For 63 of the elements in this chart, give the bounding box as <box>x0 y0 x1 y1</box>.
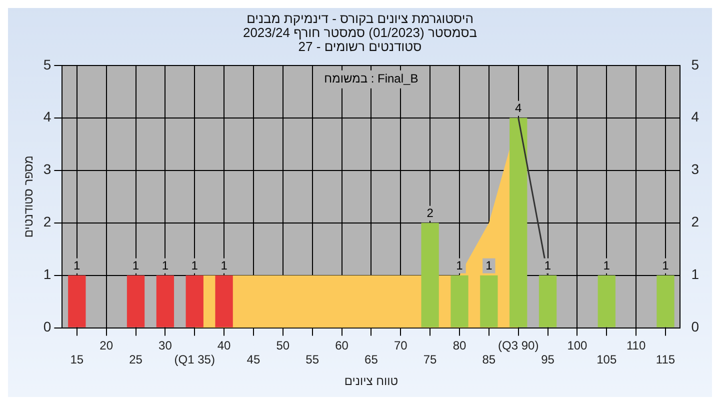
x-tick-label: 15 <box>70 352 84 367</box>
x-tick-label: 50 <box>276 338 290 352</box>
bar <box>480 275 498 328</box>
bar <box>126 275 145 328</box>
bar <box>68 275 86 328</box>
y2-tick-label: 3 <box>691 161 700 178</box>
bar <box>215 275 233 328</box>
bar <box>538 275 557 328</box>
data-label: 2 <box>426 206 434 220</box>
x-tick-label: 85 <box>482 352 496 367</box>
data-label: 1 <box>132 258 140 273</box>
bar <box>186 275 204 328</box>
y2-tick-label: 4 <box>691 108 700 125</box>
y2-tick-label: 0 <box>691 318 700 335</box>
y2-tick-label: 5 <box>691 56 700 72</box>
chart-title: היסטוגרמת ציונים בקורס - דינמיקת מבנים <box>246 11 474 26</box>
data-label: 1 <box>603 258 610 273</box>
data-label: 1 <box>456 258 464 273</box>
y2-tick-label: 1 <box>691 266 700 282</box>
x-tick-label: 75 <box>423 352 438 367</box>
x-tick-label: (Q1 35) <box>174 352 215 367</box>
y-axis-title: מספר סטודנטים <box>22 156 36 238</box>
x-tick-label: 55 <box>306 352 320 367</box>
x-tick-label: 20 <box>100 338 114 352</box>
bar <box>656 275 674 328</box>
y-tick-label: 4 <box>43 108 52 125</box>
x-tick-label: 60 <box>335 338 349 352</box>
bar <box>450 275 468 328</box>
annotation: במשומח : Final_B <box>324 72 418 86</box>
x-tick-label: (Q3 90) <box>498 338 539 352</box>
chart-subtitle: בסמסטר (01/2023) סמסטר חורף 2023/24 <box>242 25 478 40</box>
data-label: 1 <box>162 258 169 273</box>
bar <box>598 275 616 328</box>
bar <box>156 275 174 328</box>
data-label: 1 <box>662 258 670 273</box>
x-tick-label: 45 <box>246 352 260 367</box>
data-label: 1 <box>486 258 493 273</box>
x-tick-label: 30 <box>158 338 172 352</box>
data-label: 1 <box>544 258 552 273</box>
data-label: 1 <box>191 258 198 273</box>
x-tick-label: 70 <box>394 338 408 352</box>
data-label: 4 <box>515 101 522 116</box>
x-tick-label: 80 <box>452 338 466 352</box>
bar <box>421 222 439 328</box>
x-tick-label: 110 <box>626 338 646 352</box>
x-axis-title: טווח ציונים <box>344 374 398 388</box>
x-tick-label: 105 <box>596 352 617 367</box>
text: סטודנטים רשומים - 27 <box>298 39 422 54</box>
x-tick-label: 100 <box>567 338 588 352</box>
y-tick-label: 0 <box>43 318 52 335</box>
x-tick-label: 95 <box>541 352 555 367</box>
data-label: 1 <box>74 258 81 273</box>
y-tick-label: 1 <box>43 266 52 282</box>
data-label: 1 <box>220 258 228 273</box>
x-tick-label: 40 <box>217 338 232 352</box>
y-tick-label: 3 <box>43 161 52 178</box>
x-tick-label: 25 <box>129 352 143 367</box>
y2-tick-label: 2 <box>691 214 700 230</box>
y-tick-label: 2 <box>43 214 52 230</box>
y-tick-label: 5 <box>43 56 52 72</box>
bar <box>510 118 528 328</box>
x-tick-label: 65 <box>364 352 378 367</box>
x-tick-label: 115 <box>656 352 676 367</box>
